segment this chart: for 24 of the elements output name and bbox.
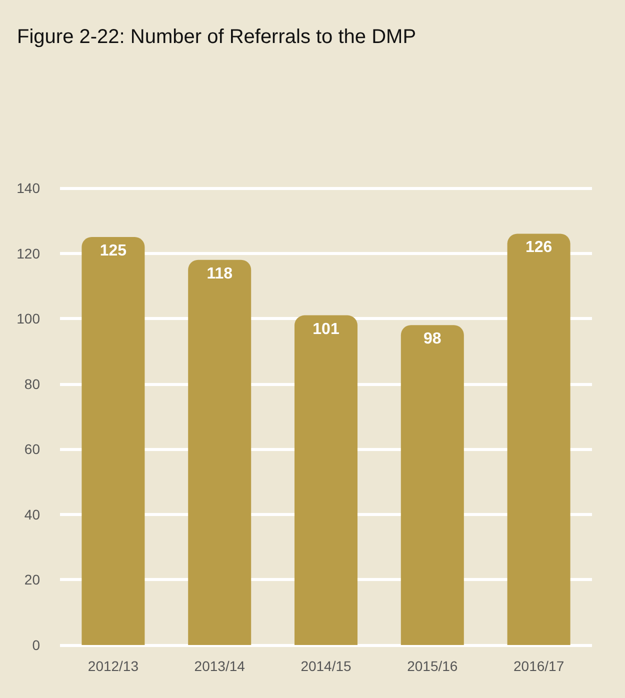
y-tick-label: 140 bbox=[16, 180, 40, 196]
bar bbox=[507, 234, 570, 645]
x-tick-label: 2013/14 bbox=[194, 658, 246, 674]
y-tick-label: 80 bbox=[24, 376, 40, 392]
y-tick-label: 100 bbox=[16, 310, 40, 327]
y-tick-label: 40 bbox=[24, 506, 40, 522]
data-label: 126 bbox=[525, 239, 552, 256]
data-label: 125 bbox=[100, 242, 127, 260]
x-tick-label: 2014/15 bbox=[300, 658, 352, 674]
y-tick-label: 60 bbox=[24, 441, 40, 458]
data-label: 98 bbox=[424, 330, 442, 348]
x-tick-label: 2016/17 bbox=[513, 658, 564, 674]
bar bbox=[188, 260, 252, 645]
chart-title: Figure 2-22: Number of Referrals to the DMP bbox=[17, 26, 416, 48]
y-tick-label: 0 bbox=[32, 637, 40, 653]
data-label: 118 bbox=[206, 265, 233, 282]
x-tick-label: 2012/13 bbox=[88, 658, 139, 674]
bar bbox=[400, 325, 464, 645]
y-tick-label: 20 bbox=[24, 572, 40, 588]
bar bbox=[82, 236, 145, 645]
bar bbox=[294, 315, 358, 645]
x-tick-label: 2015/16 bbox=[407, 658, 458, 674]
data-label: 101 bbox=[312, 320, 340, 338]
y-tick-label: 120 bbox=[16, 245, 40, 262]
